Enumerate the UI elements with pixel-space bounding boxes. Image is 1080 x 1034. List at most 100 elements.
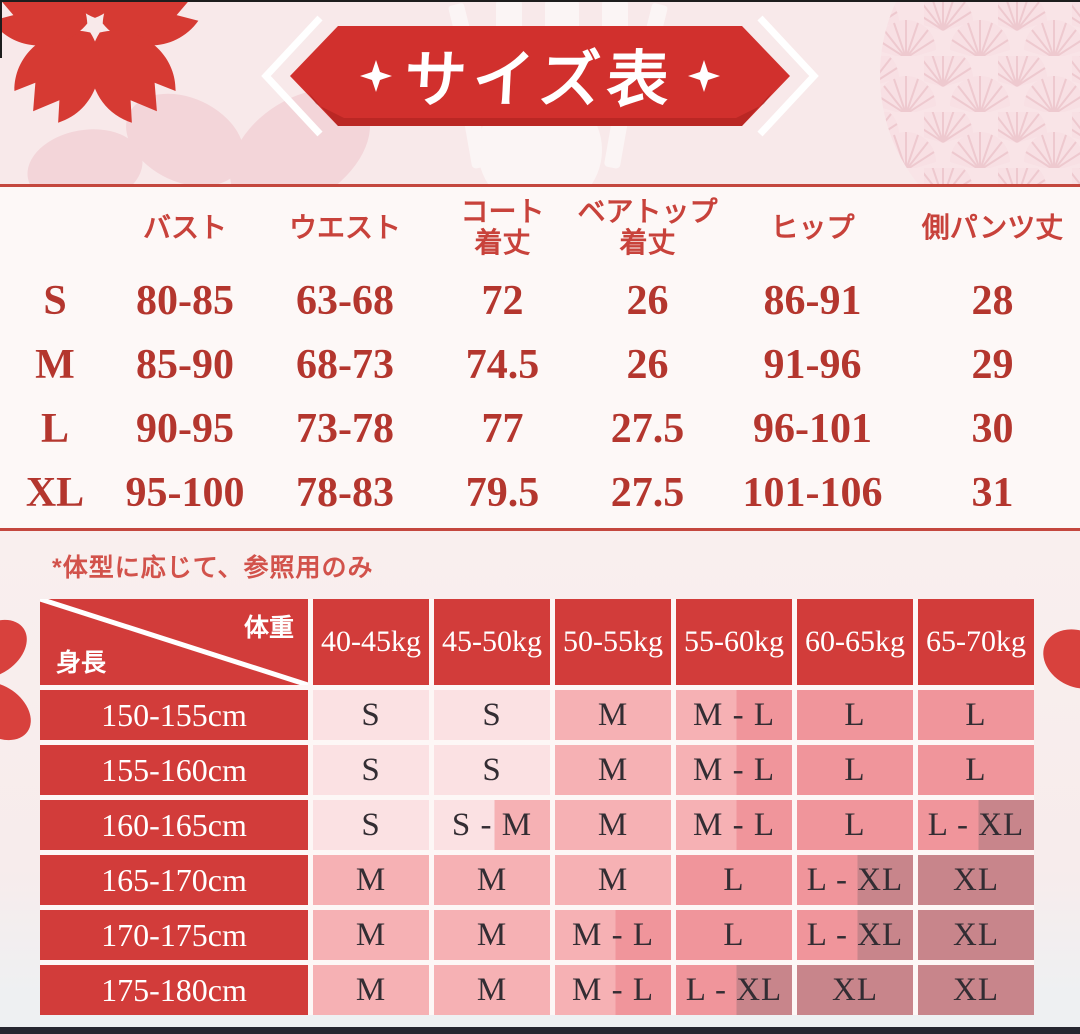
- size-table-value: 80-85: [136, 278, 234, 324]
- right-sakura-petal-icon: [1043, 629, 1080, 689]
- fit-col-header: 60-65kg: [797, 599, 913, 685]
- fit-row-label: 165-170cm: [40, 855, 308, 905]
- fit-cell: S: [313, 800, 429, 850]
- fit-cell: S - M: [434, 800, 550, 850]
- fit-row-label: 150-155cm: [40, 690, 308, 740]
- size-table-value: 26: [626, 342, 669, 388]
- photo-top-edge: [0, 0, 1080, 2]
- fit-cell: L: [918, 690, 1034, 740]
- fit-cell: M: [434, 965, 550, 1015]
- fit-cell: M - L: [555, 965, 671, 1015]
- fit-cell: S: [434, 745, 550, 795]
- fit-cell: XL: [918, 965, 1034, 1015]
- fit-cell: M - L: [555, 910, 671, 960]
- fit-cell: M: [434, 855, 550, 905]
- fit-cell: M: [555, 855, 671, 905]
- fit-cell: M: [434, 910, 550, 960]
- fit-cell: L - XL: [676, 965, 792, 1015]
- fit-cell: M: [313, 965, 429, 1015]
- size-table-col-header: ウエスト: [288, 211, 401, 243]
- sakura-flower-icon: [0, 0, 208, 134]
- banner-title: サイズ表: [402, 46, 677, 115]
- fit-cell: M: [313, 910, 429, 960]
- fit-cell: L - XL: [797, 910, 913, 960]
- fit-corner-cell: 体重 身長: [40, 599, 308, 685]
- fit-row-label: 155-160cm: [40, 745, 308, 795]
- fit-cell: XL: [918, 855, 1034, 905]
- corner-diagonal-line: [40, 599, 308, 685]
- fit-cell: S: [313, 690, 429, 740]
- size-table-value: 63-68: [296, 278, 394, 324]
- banner-section: サイズ表: [0, 0, 1080, 187]
- title-ribbon: [261, 15, 819, 137]
- fit-cell: M: [555, 690, 671, 740]
- photo-bottom-edge: [0, 1027, 1080, 1034]
- fit-matrix-table: 体重 身長 40-45kg 45-50kg 50-55kg 55-60kg 60-65k…: [40, 599, 1034, 1015]
- corner-height-label: 身長: [56, 649, 107, 677]
- size-table-col-header: 側パンツ丈: [921, 211, 1064, 243]
- fit-row-label: 170-175cm: [40, 910, 308, 960]
- fit-cell: M - L: [676, 690, 792, 740]
- size-table-value: 91-96: [763, 342, 862, 388]
- size-table-value: 68-73: [296, 342, 394, 388]
- size-table-col-header: コート 着丈: [460, 196, 545, 258]
- size-table-row-label: M: [35, 342, 75, 388]
- fit-cell: L: [676, 855, 792, 905]
- fit-col-header: 65-70kg: [918, 599, 1034, 685]
- size-table-row-label: XL: [25, 470, 85, 516]
- size-table-section: バスト ウエスト コート 着丈 ベアトップ 着丈 ヒップ 側パンツ丈 S 80-85 63-68…: [0, 187, 1080, 531]
- size-table-value: 96-101: [753, 406, 872, 452]
- size-table-value: 79.5: [465, 470, 540, 516]
- fit-row-label: 175-180cm: [40, 965, 308, 1015]
- size-table-row-label: S: [43, 278, 67, 324]
- fit-cell: L: [918, 745, 1034, 795]
- fit-cell: L: [797, 690, 913, 740]
- size-table-value: 31: [971, 470, 1014, 516]
- size-table: バスト ウエスト コート 着丈 ベアトップ 着丈 ヒップ 側パンツ丈 S 80-85 63-68…: [0, 187, 1080, 525]
- size-table-col-header: ヒップ: [770, 211, 855, 243]
- size-table-value: 26: [626, 278, 669, 324]
- fit-cell: XL: [797, 965, 913, 1015]
- size-table-col-header: [0, 187, 110, 269]
- size-table-value: 72: [481, 278, 524, 324]
- size-table-value: 90-95: [136, 406, 234, 452]
- fit-cell: L: [797, 745, 913, 795]
- photo-left-edge: [0, 0, 2, 58]
- size-table-value: 78-83: [296, 470, 394, 516]
- size-table-row-label: L: [40, 406, 69, 452]
- size-table-value: 101-106: [742, 470, 883, 516]
- size-table-col-header: バスト: [142, 211, 227, 243]
- fit-cell: XL: [918, 910, 1034, 960]
- fit-row-label: 160-165cm: [40, 800, 308, 850]
- reference-note: *体型に応じて、参照用のみ: [52, 554, 374, 582]
- fit-cell: L - XL: [797, 855, 913, 905]
- size-table-value: 86-91: [763, 278, 862, 324]
- fit-cell: M - L: [676, 745, 792, 795]
- size-table-value: 85-90: [136, 342, 234, 388]
- fit-cell: M: [313, 855, 429, 905]
- fit-col-header: 55-60kg: [676, 599, 792, 685]
- fan-pattern-decoration: [880, 0, 1080, 184]
- corner-weight-label: 体重: [243, 614, 294, 642]
- size-table-value: 27.5: [610, 470, 685, 516]
- fit-cell: S: [313, 745, 429, 795]
- fit-cell: M - L: [676, 800, 792, 850]
- size-table-value: 77: [481, 406, 524, 452]
- size-table-value: 95-100: [125, 470, 245, 516]
- fit-cell: L: [797, 800, 913, 850]
- fit-matrix-section: *体型に応じて、参照用のみ 体重 身長 40-45kg 45-50kg 50-55k…: [0, 531, 1080, 1027]
- size-table-value: 27.5: [610, 406, 685, 452]
- fit-cell: L: [676, 910, 792, 960]
- size-table-value: 29: [971, 342, 1014, 388]
- fit-cell: S: [434, 690, 550, 740]
- fit-cell: M: [555, 800, 671, 850]
- fit-cell: L - XL: [918, 800, 1034, 850]
- fit-cell: M: [555, 745, 671, 795]
- fit-col-header: 45-50kg: [434, 599, 550, 685]
- size-table-value: 73-78: [296, 406, 394, 452]
- size-table-value: 28: [971, 278, 1014, 324]
- fit-col-header: 50-55kg: [555, 599, 671, 685]
- size-table-value: 74.5: [465, 342, 540, 388]
- size-table-value: 30: [971, 406, 1014, 452]
